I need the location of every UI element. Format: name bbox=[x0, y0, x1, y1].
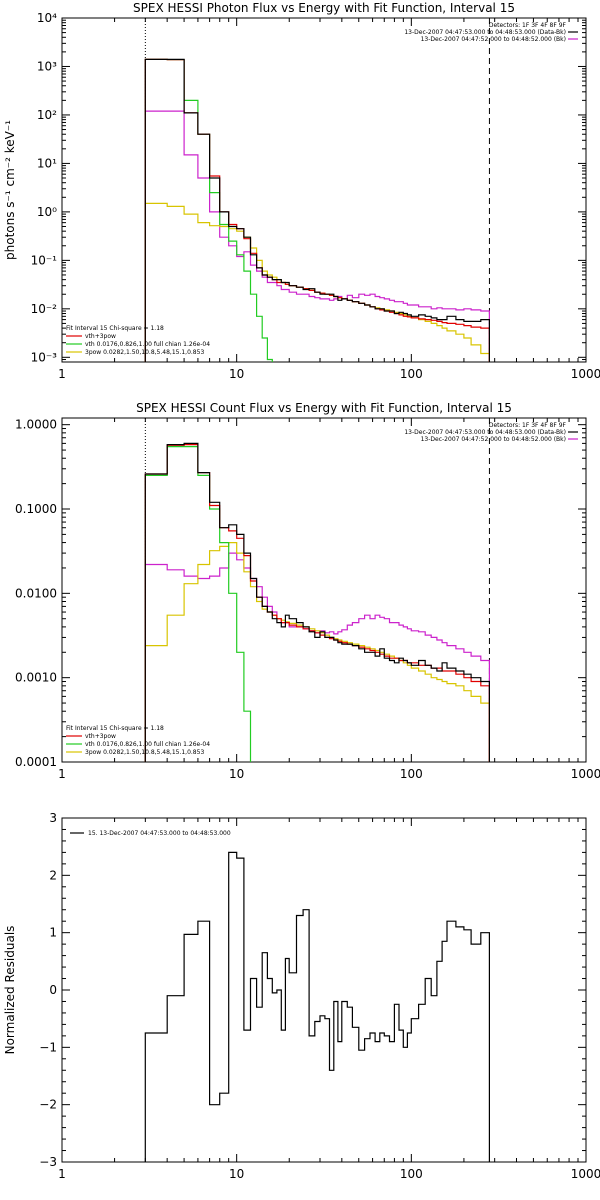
series-model bbox=[144, 58, 490, 362]
y-tick-label: 0 bbox=[49, 983, 57, 997]
y-tick-label: 10⁻² bbox=[31, 302, 58, 316]
x-tick-label: 100 bbox=[400, 367, 423, 381]
legend-left-header: Fit Interval 15 Chi-square = 1.18 bbox=[66, 725, 164, 732]
series-background bbox=[144, 552, 490, 762]
x-tick-label: 1 bbox=[58, 1167, 66, 1181]
legend-left-item: vth 0.0176,0.826,1.00 full chian 1.26e-0… bbox=[85, 741, 210, 748]
y-tick-label: −2 bbox=[39, 1098, 57, 1112]
legend-left-item: 3pow 0.0282,1.50,10.8,5.48,15.1,0.853 bbox=[85, 749, 204, 756]
y-axis-label: Normalized Residuals bbox=[3, 926, 17, 1055]
y-tick-label: 10⁰ bbox=[37, 205, 57, 219]
x-tick-label: 10 bbox=[229, 767, 244, 781]
y-tick-label: −3 bbox=[39, 1155, 57, 1169]
legend-right-text: 13-Dec-2007 04:47:52.000 to 04:48:52.000… bbox=[421, 436, 566, 443]
x-tick-label: 10 bbox=[229, 367, 244, 381]
series-residuals bbox=[144, 851, 490, 1162]
x-tick-label: 1000 bbox=[571, 767, 600, 781]
x-tick-label: 100 bbox=[400, 1167, 423, 1181]
y-tick-label: 1.0000 bbox=[15, 418, 57, 432]
y-tick-label: 10² bbox=[37, 108, 57, 122]
x-tick-label: 1000 bbox=[571, 1167, 600, 1181]
panel-3: 1 10 100 1000 −3 −2 −1 0 1 2 3 Normalized Residuals… bbox=[3, 811, 600, 1181]
y-tick-label: 1 bbox=[49, 926, 57, 940]
legend-right-text: Detectors: 1F 3F 4F 8F 9F bbox=[489, 422, 567, 429]
series-data bbox=[144, 442, 490, 762]
y-axis-label: photons s⁻¹ cm⁻² keV⁻¹ bbox=[3, 120, 17, 260]
series-group bbox=[144, 442, 490, 762]
x-tick-label: 1 bbox=[58, 367, 66, 381]
legend-right-text: 13-Dec-2007 04:47:53.000 to 04:48:53.000… bbox=[404, 29, 566, 36]
legend-top-text: 15. 13-Dec-2007 04:47:53.000 to 04:48:53… bbox=[88, 830, 231, 837]
legend-left-header: Fit Interval 15 Chi-square = 1.18 bbox=[66, 325, 164, 332]
plot-frame bbox=[61, 17, 587, 363]
plot-frame bbox=[61, 417, 587, 763]
series-thermal bbox=[144, 446, 252, 762]
y-tick-label: 10⁻³ bbox=[31, 350, 58, 364]
panel-2: SPEX HESSI Count Flux vs Energy with Fit… bbox=[15, 401, 600, 781]
x-tick-label: 1 bbox=[58, 767, 66, 781]
legend-right-text: Detectors: 1F 3F 4F 8F 9F bbox=[489, 22, 567, 29]
x-tick-label: 1000 bbox=[571, 367, 600, 381]
y-tick-label: 10⁴ bbox=[37, 11, 57, 25]
y-tick-label: 10⁻¹ bbox=[31, 253, 58, 267]
x-tick-label: 100 bbox=[400, 767, 423, 781]
legend-left-item: 3pow 0.0282,1.50,10.8,5.48,15.1,0.853 bbox=[85, 349, 204, 356]
legend-left-item: vth 0.0176,0.826,1.00 full chian 1.26e-0… bbox=[85, 341, 210, 348]
plot-frame bbox=[61, 817, 587, 1163]
series-group bbox=[144, 851, 490, 1162]
legend-left-item: vth+3pow bbox=[85, 733, 116, 740]
legend-right-text: 13-Dec-2007 04:47:52.000 to 04:48:52.000… bbox=[421, 36, 566, 43]
series-data bbox=[144, 58, 490, 362]
y-tick-label: 10¹ bbox=[37, 156, 57, 170]
legend-right-text: 13-Dec-2007 04:47:53.000 to 04:48:53.000… bbox=[404, 429, 566, 436]
series-group bbox=[144, 58, 490, 362]
y-tick-label: 0.0001 bbox=[15, 755, 57, 769]
y-tick-label: 2 bbox=[49, 868, 57, 882]
series-nonthermal bbox=[144, 202, 490, 362]
chart-title: SPEX HESSI Photon Flux vs Energy with Fi… bbox=[133, 1, 515, 15]
chart-title: SPEX HESSI Count Flux vs Energy with Fit… bbox=[136, 401, 512, 415]
y-tick-label: 10³ bbox=[37, 59, 57, 73]
y-tick-label: 3 bbox=[49, 811, 57, 825]
y-tick-label: 0.0010 bbox=[15, 671, 57, 685]
y-tick-label: −1 bbox=[39, 1040, 57, 1054]
series-nonthermal bbox=[144, 542, 490, 762]
x-tick-label: 10 bbox=[229, 1167, 244, 1181]
panel-1: SPEX HESSI Photon Flux vs Energy with Fi… bbox=[3, 1, 600, 381]
series-thermal bbox=[144, 58, 273, 362]
series-model bbox=[144, 444, 490, 762]
y-tick-label: 0.1000 bbox=[15, 502, 57, 516]
y-tick-label: 0.0100 bbox=[15, 586, 57, 600]
legend-left-item: vth+3pow bbox=[85, 333, 116, 340]
